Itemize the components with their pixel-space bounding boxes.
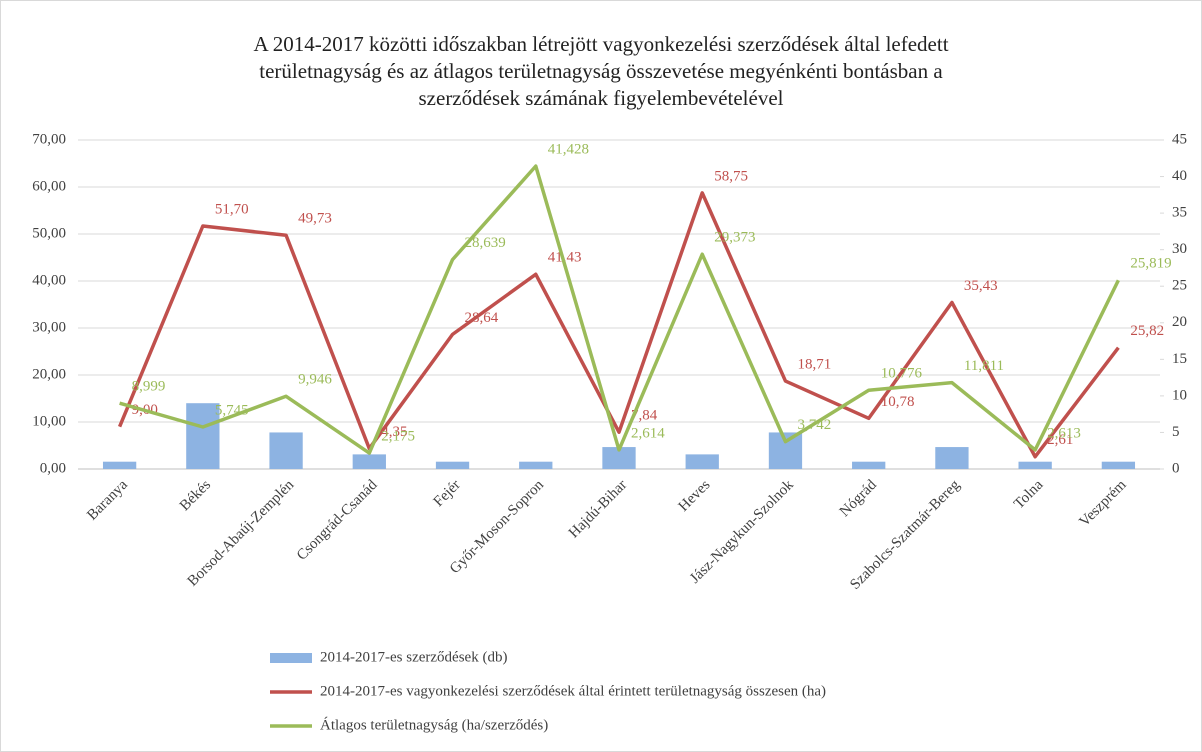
y-tick-label: 60,00: [32, 178, 66, 194]
y2-tick-label: 45: [1172, 131, 1187, 147]
line-series: [117, 191, 1120, 459]
legend-label: 2014-2017-es szerződések (db): [320, 649, 507, 665]
data-label: 2,61: [1047, 432, 1073, 448]
y2-tick-label: 40: [1172, 168, 1187, 184]
chart-title: A 2014-2017 közötti időszakban létrejött…: [253, 32, 948, 56]
y2-tick-label: 10: [1172, 387, 1187, 403]
legend-swatch: [270, 653, 312, 663]
data-label: 2,175: [381, 429, 415, 445]
y-tick-label: 0,00: [40, 460, 66, 476]
bar: [186, 403, 220, 469]
bar: [1101, 461, 1136, 469]
data-label: 35,43: [964, 278, 998, 294]
bar: [685, 454, 719, 469]
y2-tick-label: 15: [1172, 351, 1187, 367]
y2-tick-label: 5: [1172, 424, 1180, 440]
data-label: 10,776: [881, 366, 923, 382]
bar: [852, 461, 886, 469]
bar: [269, 432, 303, 469]
y-tick-label: 50,00: [32, 225, 66, 241]
data-label: 2,613: [1047, 425, 1081, 441]
y-tick-label: 20,00: [32, 366, 66, 382]
chart-title: szerződések számának figyelembevételével: [419, 86, 784, 110]
bar: [102, 461, 137, 469]
line-series: [119, 164, 1120, 455]
y-tick-label: 70,00: [32, 131, 66, 147]
data-label: 51,70: [215, 201, 249, 217]
data-label: 18,71: [797, 357, 831, 373]
y-tick-label: 40,00: [32, 272, 66, 288]
bar: [519, 461, 553, 469]
y2-tick-label: 25: [1172, 278, 1187, 294]
data-label: 49,73: [298, 211, 332, 227]
bar: [602, 447, 636, 469]
data-label: 5,745: [215, 402, 249, 418]
data-label: 11,811: [964, 358, 1004, 374]
data-label: 10,78: [881, 394, 915, 410]
data-label: 41,43: [548, 250, 582, 266]
bar: [1018, 461, 1052, 469]
y2-tick-label: 35: [1172, 205, 1187, 221]
data-label: 25,82: [1130, 323, 1164, 339]
y2-tick-label: 0: [1172, 460, 1180, 476]
data-label: 25,819: [1130, 256, 1171, 272]
data-label: 8,999: [132, 379, 166, 395]
y-tick-label: 30,00: [32, 319, 66, 335]
y2-tick-label: 20: [1172, 314, 1187, 330]
bar: [352, 454, 386, 469]
data-label: 3,742: [797, 417, 831, 433]
data-label: 2,614: [631, 425, 665, 441]
data-label: 41,428: [548, 142, 589, 158]
data-label: 28,639: [465, 235, 506, 251]
data-label: 29,373: [714, 230, 755, 246]
data-label: 7,84: [631, 408, 658, 424]
bar: [935, 447, 969, 469]
legend-label: 2014-2017-es vagyonkezelési szerződések …: [320, 683, 826, 699]
y-tick-label: 10,00: [32, 413, 66, 429]
data-label: 28,64: [465, 310, 499, 326]
legend-label: Átlagos területnagyság (ha/szerződés): [320, 716, 548, 733]
data-label: 58,75: [714, 168, 748, 184]
data-label: 4,35: [381, 424, 407, 440]
data-label: 9,946: [298, 372, 332, 388]
chart-title: területnagyság és az átlagos területnagy…: [259, 59, 943, 83]
y2-tick-label: 30: [1172, 241, 1187, 257]
bar: [435, 461, 470, 469]
